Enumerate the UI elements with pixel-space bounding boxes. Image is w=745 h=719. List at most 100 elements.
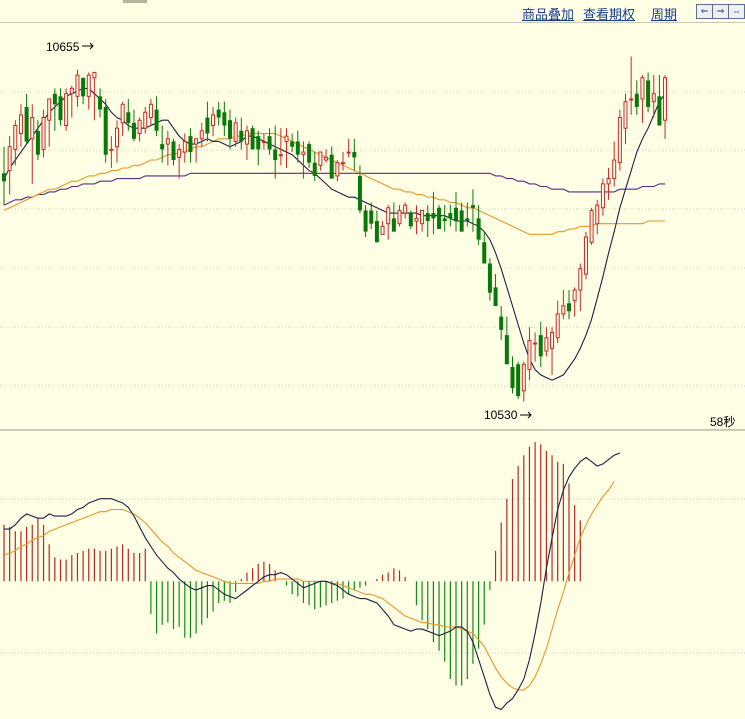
candle-down — [222, 101, 227, 137]
candle-body — [651, 93, 656, 103]
candle-down — [454, 191, 458, 232]
candle-down — [160, 125, 165, 163]
candle-down — [459, 202, 464, 232]
candle-body — [533, 342, 538, 345]
candle-up — [301, 141, 306, 179]
candle-body — [194, 138, 199, 145]
candlestick-series — [2, 56, 668, 402]
candle-down — [267, 128, 272, 155]
candle-body — [239, 130, 244, 142]
candle-body — [177, 148, 182, 158]
candle-body — [448, 213, 453, 219]
candle-up — [318, 151, 323, 171]
candle-body — [115, 127, 119, 148]
candle-body — [13, 125, 18, 150]
candle-body — [165, 138, 170, 145]
candle-body — [312, 162, 317, 176]
candle-body — [160, 144, 165, 150]
candle-up — [47, 98, 52, 147]
candle-up — [120, 101, 125, 137]
candle-body — [487, 263, 492, 293]
candle-body — [578, 268, 583, 291]
candle-up — [386, 205, 391, 240]
candle-body — [244, 130, 249, 145]
candle-up — [143, 106, 148, 134]
candle-body — [69, 87, 74, 95]
candle-body — [250, 128, 255, 150]
candle-body — [92, 71, 97, 79]
candle-body — [41, 117, 46, 150]
candle-up — [346, 138, 351, 158]
candle-body — [233, 122, 238, 142]
candle-down — [216, 101, 221, 126]
candle-body — [640, 77, 645, 100]
candle-down — [58, 88, 63, 126]
candle-down — [369, 202, 374, 229]
candle-up — [612, 141, 617, 187]
indicator-lines — [3, 87, 666, 711]
period-link[interactable]: 周期 — [651, 7, 678, 22]
candle-body — [273, 149, 278, 161]
candle-body — [346, 151, 351, 154]
candle-body — [86, 74, 91, 97]
candle-body — [476, 218, 481, 240]
candle-body — [52, 93, 57, 105]
candle-body — [284, 135, 289, 142]
candle-up — [148, 98, 153, 126]
candle-up — [550, 327, 555, 375]
ma-short-line — [3, 87, 666, 381]
candle-body — [58, 96, 63, 121]
candle-down — [487, 258, 492, 301]
candle-up — [420, 209, 425, 232]
candle-down — [357, 165, 362, 214]
candle-body — [504, 335, 509, 365]
candle-up — [284, 128, 289, 168]
candle-up — [527, 327, 532, 381]
candle-body — [420, 209, 425, 225]
candle-down — [307, 141, 312, 168]
candle-up — [403, 202, 408, 219]
candle-down — [352, 138, 357, 171]
candle-up — [335, 160, 340, 182]
overlay-commodity-link[interactable]: 商品叠加 — [522, 7, 575, 22]
grid-lines — [0, 91, 745, 654]
view-options-link[interactable]: 查看期权 — [583, 7, 636, 22]
candle-body — [442, 218, 447, 222]
candle-down — [431, 191, 436, 235]
candle-body — [307, 144, 312, 163]
low-arrow-icon — [520, 411, 532, 419]
candle-body — [386, 207, 391, 225]
candle-down — [52, 88, 57, 131]
candle-body — [199, 130, 204, 140]
candle-up — [211, 106, 216, 137]
candle-down — [256, 130, 261, 166]
candle-down — [448, 205, 453, 227]
candle-body — [623, 101, 628, 129]
candle-body — [131, 122, 136, 139]
candle-body — [24, 106, 29, 142]
candle-down — [499, 305, 504, 341]
candle-down — [290, 133, 295, 153]
candle-body — [465, 218, 470, 222]
candle-down — [188, 128, 193, 163]
macd-dif-line — [4, 452, 621, 711]
candle-body — [544, 337, 549, 352]
toolbar-scroll-stub[interactable] — [123, 0, 147, 3]
candle-body — [120, 103, 125, 124]
candle-up — [663, 75, 668, 139]
candle-body — [2, 173, 6, 182]
candle-up — [18, 104, 23, 147]
candle-body — [403, 204, 408, 214]
candle-up — [544, 327, 549, 357]
candle-body — [363, 210, 368, 232]
candle-up — [75, 69, 80, 107]
candle-up — [233, 117, 238, 147]
candle-down — [171, 138, 176, 166]
candle-body — [634, 93, 639, 107]
candle-down — [391, 202, 396, 232]
ma-long-line — [3, 172, 666, 206]
candle-up — [177, 144, 182, 179]
candle-up — [595, 199, 600, 235]
candle-down — [329, 146, 334, 179]
candle-up — [651, 75, 656, 118]
